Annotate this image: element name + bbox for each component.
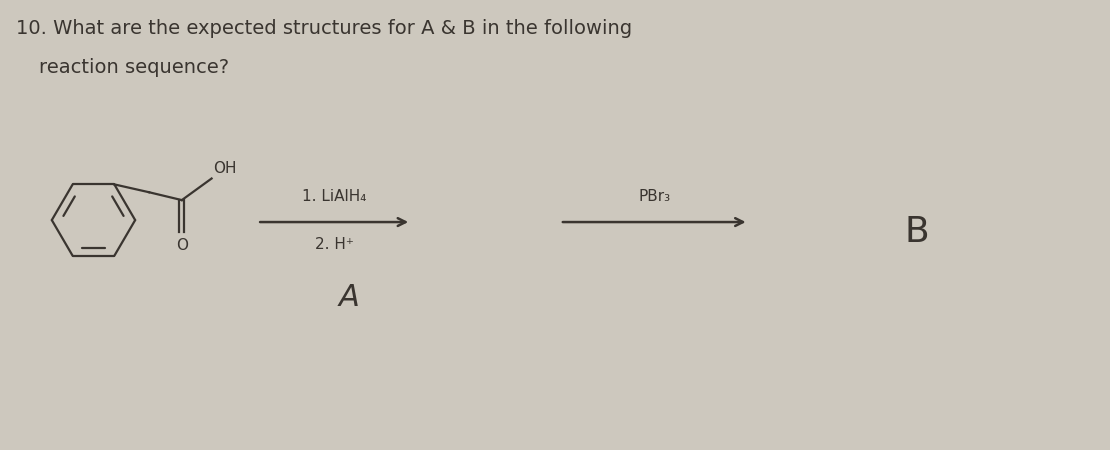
Text: OH: OH — [213, 161, 238, 176]
Text: reaction sequence?: reaction sequence? — [39, 58, 229, 77]
Text: O: O — [175, 238, 188, 253]
Text: PBr₃: PBr₃ — [638, 189, 670, 204]
Text: 2. H⁺: 2. H⁺ — [315, 237, 354, 252]
Text: 10. What are the expected structures for A & B in the following: 10. What are the expected structures for… — [16, 19, 633, 38]
Text: A: A — [339, 283, 360, 312]
Text: B: B — [905, 215, 929, 249]
Text: 1. LiAlH₄: 1. LiAlH₄ — [302, 189, 366, 204]
